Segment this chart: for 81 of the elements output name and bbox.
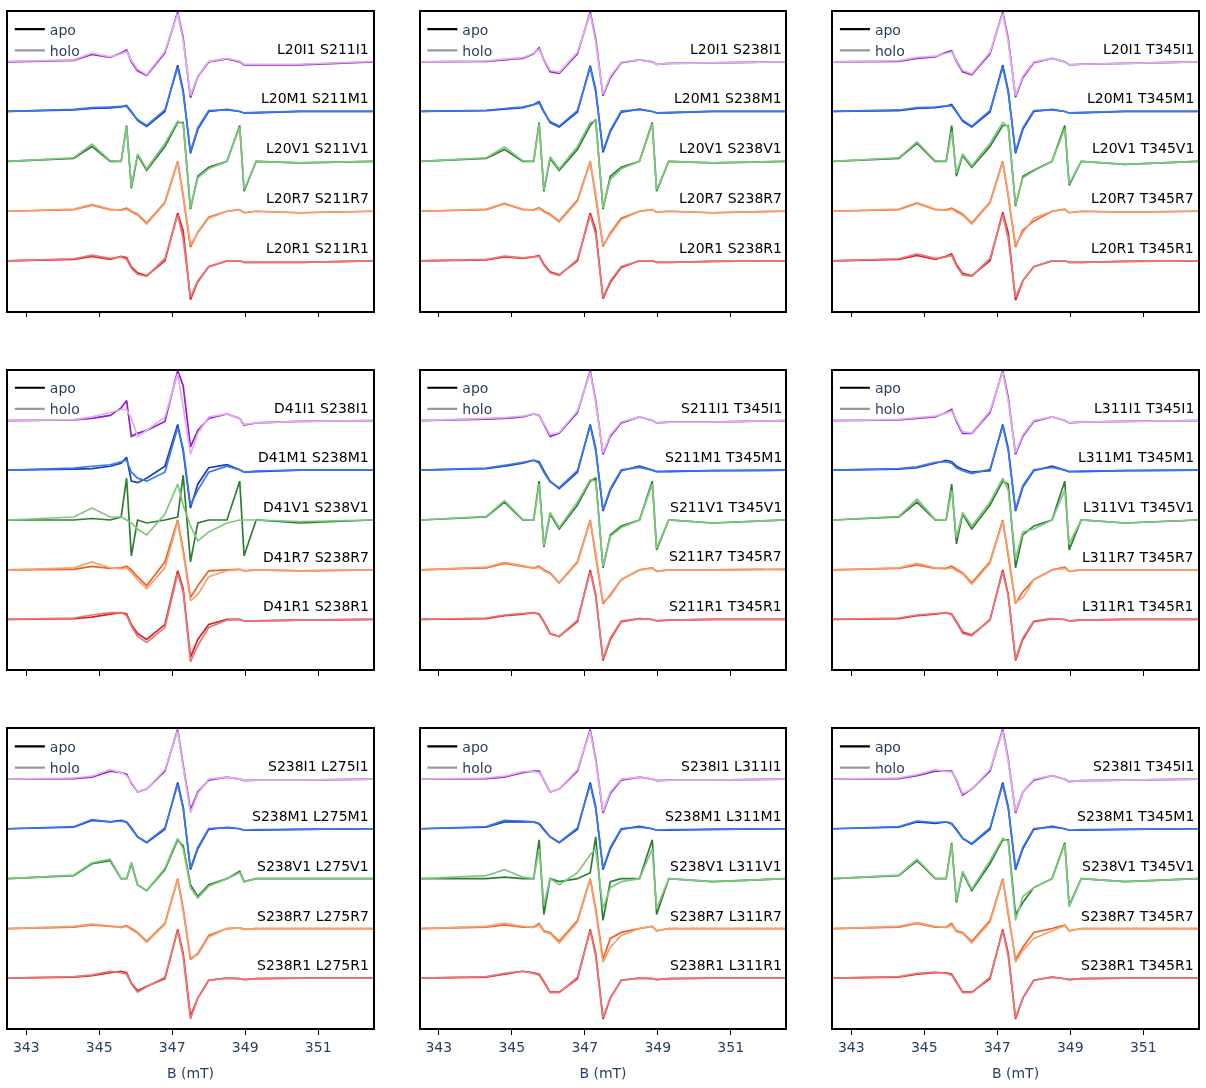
annotation: S238V1 L311V1 bbox=[670, 858, 782, 874]
annotation: S238I1 L275I1 bbox=[268, 758, 369, 774]
annotation: L20V1 S238V1 bbox=[679, 140, 782, 156]
x-tick-label: 351 bbox=[717, 1038, 745, 1055]
x-tick-label: 343 bbox=[425, 1038, 453, 1055]
annotation: S238R1 L311R1 bbox=[670, 957, 782, 973]
legend-label: holo bbox=[874, 401, 905, 418]
legend-label: holo bbox=[874, 760, 905, 777]
annotation: L20R7 T345R7 bbox=[1091, 190, 1194, 206]
annotation: S238R1 T345R1 bbox=[1081, 957, 1194, 973]
legend-label: holo bbox=[49, 42, 80, 59]
annotation: L20R7 S211R7 bbox=[266, 190, 369, 206]
annotation: D41R7 S238R7 bbox=[263, 549, 369, 565]
annotation: S238I1 L311I1 bbox=[681, 758, 782, 774]
annotation: L20I1 S238I1 bbox=[690, 41, 782, 57]
x-tick-label: 347 bbox=[158, 1038, 186, 1055]
legend-label: holo bbox=[874, 42, 905, 59]
annotation: S211V1 T345V1 bbox=[670, 499, 783, 515]
legend-label: holo bbox=[462, 42, 493, 59]
annotation: S238V1 T345V1 bbox=[1082, 858, 1195, 874]
legend-label: holo bbox=[49, 760, 80, 777]
x-tick-label: 345 bbox=[85, 1038, 113, 1055]
legend-label: apo bbox=[462, 738, 489, 755]
annotation: S238M1 T345M1 bbox=[1077, 808, 1195, 824]
x-axis-title: B (mT) bbox=[579, 1065, 627, 1082]
annotation: L20M1 T345M1 bbox=[1087, 90, 1195, 106]
x-tick-label: 349 bbox=[231, 1038, 259, 1055]
annotation: L20R7 S238R7 bbox=[679, 190, 782, 206]
legend-label: apo bbox=[462, 380, 489, 397]
legend-label: holo bbox=[462, 760, 493, 777]
legend-label: apo bbox=[874, 21, 901, 38]
annotation: D41V1 S238V1 bbox=[263, 499, 369, 515]
legend-label: holo bbox=[49, 401, 80, 418]
legend-label: apo bbox=[49, 738, 76, 755]
x-tick-label: 349 bbox=[1056, 1038, 1084, 1055]
annotation: S238V1 L275V1 bbox=[257, 858, 369, 874]
annotation: L311R1 T345R1 bbox=[1082, 598, 1194, 614]
annotation: L20M1 S211M1 bbox=[261, 90, 369, 106]
legend-label: apo bbox=[49, 21, 76, 38]
x-tick-label: 351 bbox=[1129, 1038, 1157, 1055]
annotation: D41M1 S238M1 bbox=[258, 449, 369, 465]
annotation: L311I1 T345I1 bbox=[1094, 400, 1195, 416]
annotation: L20V1 S211V1 bbox=[266, 140, 369, 156]
annotation: L20I1 T345I1 bbox=[1103, 41, 1195, 57]
x-tick-label: 347 bbox=[983, 1038, 1011, 1055]
x-tick-label: 343 bbox=[837, 1038, 865, 1055]
annotation: S238R7 L311R7 bbox=[670, 908, 782, 924]
annotation: L311M1 T345M1 bbox=[1078, 449, 1195, 465]
annotation: S211R7 T345R7 bbox=[669, 548, 782, 564]
annotation: S238R7 T345R7 bbox=[1081, 908, 1194, 924]
annotation: L20V1 T345V1 bbox=[1092, 140, 1195, 156]
annotation: L20M1 S238M1 bbox=[674, 90, 782, 106]
legend-label: apo bbox=[874, 738, 901, 755]
annotation: S211I1 T345I1 bbox=[681, 400, 783, 416]
annotation: S238M1 L311M1 bbox=[665, 808, 782, 824]
annotation: S238R1 L275R1 bbox=[257, 957, 369, 973]
annotation: L20R1 S211R1 bbox=[266, 240, 369, 256]
annotation: S238I1 T345I1 bbox=[1093, 758, 1195, 774]
annotation: S211R1 T345R1 bbox=[669, 598, 782, 614]
annotation: S238R7 L275R7 bbox=[257, 908, 369, 924]
annotation: D41R1 S238R1 bbox=[263, 598, 369, 614]
x-tick-label: 347 bbox=[571, 1038, 599, 1055]
x-tick-label: 351 bbox=[304, 1038, 332, 1055]
annotation: L20R1 T345R1 bbox=[1091, 240, 1194, 256]
x-tick-label: 349 bbox=[644, 1038, 672, 1055]
x-tick-label: 345 bbox=[910, 1038, 938, 1055]
legend-label: holo bbox=[462, 401, 493, 418]
x-axis-title: B (mT) bbox=[991, 1065, 1040, 1082]
annotation: S238M1 L275M1 bbox=[252, 808, 369, 824]
legend-label: apo bbox=[462, 21, 489, 38]
x-tick-label: 343 bbox=[12, 1038, 40, 1055]
annotation: L20I1 S211I1 bbox=[277, 41, 369, 57]
annotation: L311R7 T345R7 bbox=[1082, 549, 1194, 565]
x-tick-label: 345 bbox=[498, 1038, 526, 1055]
annotation: L20R1 S238R1 bbox=[679, 240, 782, 256]
annotation: D41I1 S238I1 bbox=[274, 400, 369, 416]
annotation: S211M1 T345M1 bbox=[665, 449, 783, 465]
legend-label: apo bbox=[874, 380, 901, 397]
legend-label: apo bbox=[49, 380, 76, 397]
x-axis-title: B (mT) bbox=[166, 1065, 215, 1082]
annotation: L311V1 T345V1 bbox=[1083, 499, 1195, 515]
